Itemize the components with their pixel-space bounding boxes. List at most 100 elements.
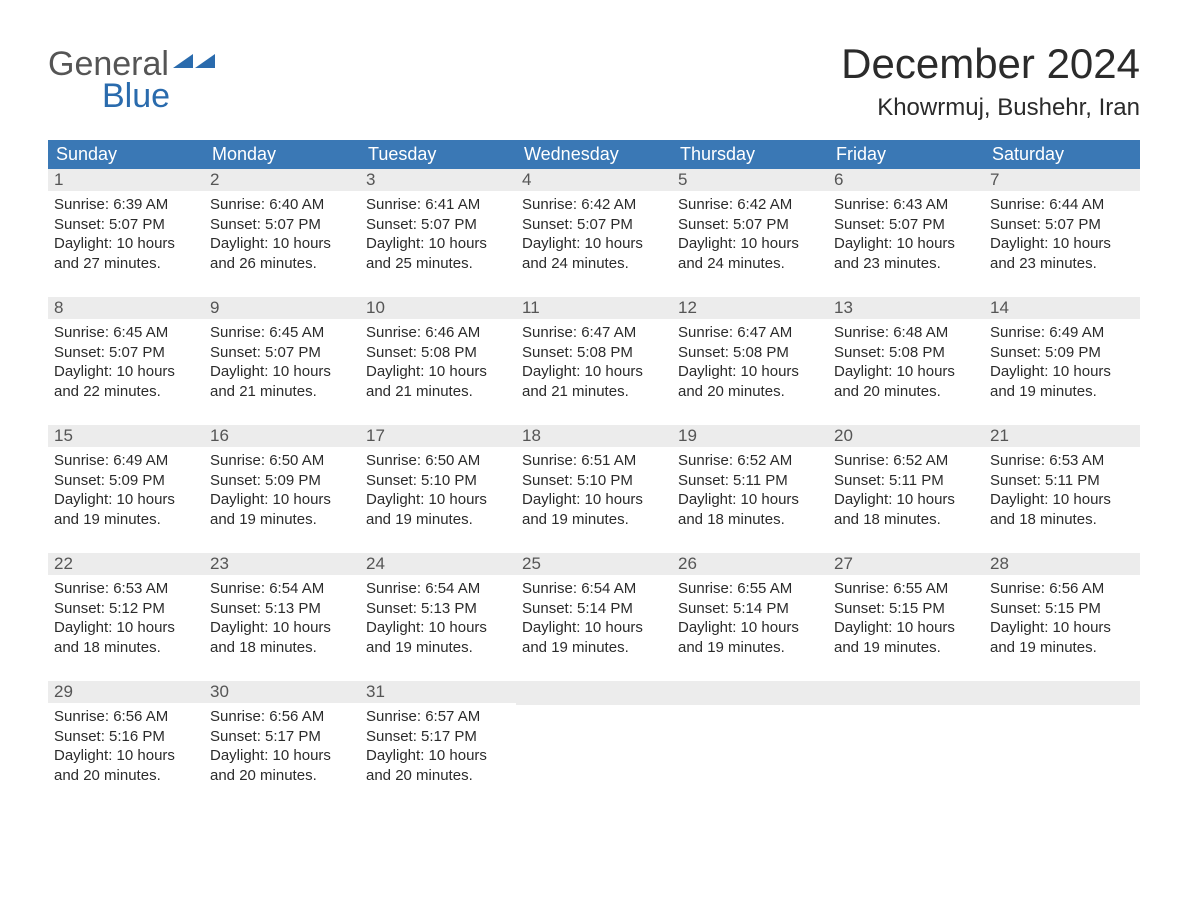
day-dl2: and 23 minutes. [990, 254, 1134, 274]
calendar-day-cell: 27Sunrise: 6:55 AMSunset: 5:15 PMDayligh… [828, 553, 984, 681]
day-sunset: Sunset: 5:07 PM [678, 215, 822, 235]
day-number: 6 [828, 169, 984, 191]
day-body: Sunrise: 6:56 AMSunset: 5:17 PMDaylight:… [204, 703, 360, 809]
day-dl2: and 18 minutes. [990, 510, 1134, 530]
day-sunrise: Sunrise: 6:44 AM [990, 195, 1134, 215]
day-sunset: Sunset: 5:08 PM [522, 343, 666, 363]
day-body: Sunrise: 6:45 AMSunset: 5:07 PMDaylight:… [48, 319, 204, 425]
day-body: Sunrise: 6:49 AMSunset: 5:09 PMDaylight:… [48, 447, 204, 553]
day-body: Sunrise: 6:49 AMSunset: 5:09 PMDaylight:… [984, 319, 1140, 425]
day-number: 3 [360, 169, 516, 191]
day-dl1: Daylight: 10 hours [54, 362, 198, 382]
calendar-day-cell: 23Sunrise: 6:54 AMSunset: 5:13 PMDayligh… [204, 553, 360, 681]
day-sunrise: Sunrise: 6:55 AM [834, 579, 978, 599]
day-body: Sunrise: 6:47 AMSunset: 5:08 PMDaylight:… [516, 319, 672, 425]
logo-text-blue: Blue [102, 80, 170, 112]
day-sunrise: Sunrise: 6:55 AM [678, 579, 822, 599]
day-sunrise: Sunrise: 6:48 AM [834, 323, 978, 343]
day-number: 20 [828, 425, 984, 447]
calendar-day-cell: 25Sunrise: 6:54 AMSunset: 5:14 PMDayligh… [516, 553, 672, 681]
month-title: December 2024 [841, 40, 1140, 88]
day-body: Sunrise: 6:50 AMSunset: 5:10 PMDaylight:… [360, 447, 516, 553]
day-sunset: Sunset: 5:17 PM [210, 727, 354, 747]
day-sunrise: Sunrise: 6:53 AM [54, 579, 198, 599]
day-sunset: Sunset: 5:07 PM [54, 343, 198, 363]
day-sunrise: Sunrise: 6:52 AM [834, 451, 978, 471]
day-number: 14 [984, 297, 1140, 319]
day-sunrise: Sunrise: 6:49 AM [990, 323, 1134, 343]
day-dl2: and 21 minutes. [522, 382, 666, 402]
calendar-day-cell: 11Sunrise: 6:47 AMSunset: 5:08 PMDayligh… [516, 297, 672, 425]
day-sunset: Sunset: 5:08 PM [678, 343, 822, 363]
day-sunset: Sunset: 5:11 PM [678, 471, 822, 491]
day-dl1: Daylight: 10 hours [522, 618, 666, 638]
day-number: 31 [360, 681, 516, 703]
day-number: 7 [984, 169, 1140, 191]
day-dl1: Daylight: 10 hours [210, 618, 354, 638]
calendar-day-cell: 19Sunrise: 6:52 AMSunset: 5:11 PMDayligh… [672, 425, 828, 553]
weekday-header: Tuesday [360, 140, 516, 169]
day-dl1: Daylight: 10 hours [210, 490, 354, 510]
day-sunrise: Sunrise: 6:42 AM [678, 195, 822, 215]
day-body: Sunrise: 6:43 AMSunset: 5:07 PMDaylight:… [828, 191, 984, 297]
day-sunrise: Sunrise: 6:51 AM [522, 451, 666, 471]
day-number: 8 [48, 297, 204, 319]
calendar-day-cell: 7Sunrise: 6:44 AMSunset: 5:07 PMDaylight… [984, 169, 1140, 297]
day-sunset: Sunset: 5:16 PM [54, 727, 198, 747]
day-body: Sunrise: 6:52 AMSunset: 5:11 PMDaylight:… [828, 447, 984, 553]
calendar-day-cell [516, 681, 672, 809]
day-number: 21 [984, 425, 1140, 447]
day-dl2: and 18 minutes. [678, 510, 822, 530]
day-dl2: and 19 minutes. [210, 510, 354, 530]
calendar-week-row: 8Sunrise: 6:45 AMSunset: 5:07 PMDaylight… [48, 297, 1140, 425]
day-number: 4 [516, 169, 672, 191]
day-dl2: and 20 minutes. [366, 766, 510, 786]
day-dl2: and 19 minutes. [834, 638, 978, 658]
calendar-day-cell [828, 681, 984, 809]
day-sunset: Sunset: 5:09 PM [990, 343, 1134, 363]
calendar-day-cell: 29Sunrise: 6:56 AMSunset: 5:16 PMDayligh… [48, 681, 204, 809]
calendar-day-cell: 16Sunrise: 6:50 AMSunset: 5:09 PMDayligh… [204, 425, 360, 553]
calendar-day-cell: 13Sunrise: 6:48 AMSunset: 5:08 PMDayligh… [828, 297, 984, 425]
day-sunrise: Sunrise: 6:50 AM [366, 451, 510, 471]
day-number: 28 [984, 553, 1140, 575]
day-sunset: Sunset: 5:10 PM [522, 471, 666, 491]
day-body: Sunrise: 6:45 AMSunset: 5:07 PMDaylight:… [204, 319, 360, 425]
day-number-empty [984, 681, 1140, 705]
day-sunset: Sunset: 5:13 PM [210, 599, 354, 619]
day-number: 13 [828, 297, 984, 319]
day-number: 29 [48, 681, 204, 703]
day-sunrise: Sunrise: 6:57 AM [366, 707, 510, 727]
day-number-empty [672, 681, 828, 705]
day-body: Sunrise: 6:46 AMSunset: 5:08 PMDaylight:… [360, 319, 516, 425]
weekday-header: Wednesday [516, 140, 672, 169]
day-body: Sunrise: 6:50 AMSunset: 5:09 PMDaylight:… [204, 447, 360, 553]
day-sunset: Sunset: 5:15 PM [990, 599, 1134, 619]
day-body: Sunrise: 6:41 AMSunset: 5:07 PMDaylight:… [360, 191, 516, 297]
day-dl1: Daylight: 10 hours [990, 490, 1134, 510]
day-sunrise: Sunrise: 6:54 AM [210, 579, 354, 599]
day-number: 2 [204, 169, 360, 191]
calendar-day-cell: 1Sunrise: 6:39 AMSunset: 5:07 PMDaylight… [48, 169, 204, 297]
day-body: Sunrise: 6:54 AMSunset: 5:13 PMDaylight:… [204, 575, 360, 681]
day-dl2: and 20 minutes. [54, 766, 198, 786]
day-dl1: Daylight: 10 hours [990, 618, 1134, 638]
day-sunset: Sunset: 5:08 PM [834, 343, 978, 363]
weekday-header: Thursday [672, 140, 828, 169]
day-body: Sunrise: 6:42 AMSunset: 5:07 PMDaylight:… [516, 191, 672, 297]
day-dl2: and 23 minutes. [834, 254, 978, 274]
day-number: 24 [360, 553, 516, 575]
day-dl2: and 19 minutes. [522, 638, 666, 658]
day-number: 1 [48, 169, 204, 191]
day-dl1: Daylight: 10 hours [522, 362, 666, 382]
day-dl1: Daylight: 10 hours [54, 234, 198, 254]
day-sunrise: Sunrise: 6:43 AM [834, 195, 978, 215]
day-number: 26 [672, 553, 828, 575]
day-dl1: Daylight: 10 hours [678, 234, 822, 254]
calendar-week-row: 15Sunrise: 6:49 AMSunset: 5:09 PMDayligh… [48, 425, 1140, 553]
day-dl1: Daylight: 10 hours [366, 362, 510, 382]
day-body: Sunrise: 6:55 AMSunset: 5:14 PMDaylight:… [672, 575, 828, 681]
day-body: Sunrise: 6:44 AMSunset: 5:07 PMDaylight:… [984, 191, 1140, 297]
day-sunrise: Sunrise: 6:56 AM [54, 707, 198, 727]
day-body: Sunrise: 6:53 AMSunset: 5:11 PMDaylight:… [984, 447, 1140, 553]
